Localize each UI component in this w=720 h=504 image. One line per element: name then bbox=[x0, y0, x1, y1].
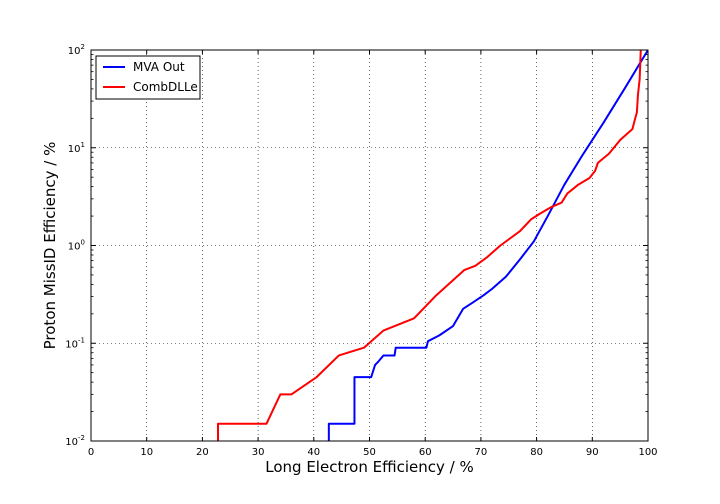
x-tick-label: 20 bbox=[196, 447, 209, 458]
x-tick-label: 30 bbox=[252, 447, 265, 458]
x-tick-label: 80 bbox=[530, 447, 543, 458]
x-tick-labels: 0 10 20 30 40 50 60 70 80 90 100 bbox=[88, 447, 658, 458]
y-tick-label: 102 bbox=[68, 43, 85, 57]
x-tick-label: 10 bbox=[140, 447, 153, 458]
y-axis-title: Proton MissID Efficiency / % bbox=[41, 142, 59, 350]
y-tick-labels: 10-2 10-1 100 101 102 bbox=[65, 43, 85, 448]
series-line-mva-out bbox=[327, 50, 648, 441]
x-tick-label: 50 bbox=[363, 447, 376, 458]
x-tick-label: 70 bbox=[475, 447, 488, 458]
legend: MVA Out CombDLLe bbox=[95, 55, 201, 100]
grid bbox=[91, 50, 648, 441]
legend-label-mva-out: MVA Out bbox=[133, 60, 185, 74]
y-tick-label: 10-1 bbox=[65, 336, 85, 350]
x-tick-label: 40 bbox=[307, 447, 320, 458]
x-tick-label: 60 bbox=[419, 447, 432, 458]
y-tick-label: 100 bbox=[68, 239, 85, 253]
x-tick-label: 90 bbox=[586, 447, 599, 458]
x-tick-label: 100 bbox=[638, 447, 657, 458]
x-tick-label: 0 bbox=[88, 447, 94, 458]
ticks bbox=[90, 49, 649, 442]
y-tick-label: 10-2 bbox=[65, 434, 85, 448]
legend-box bbox=[95, 55, 201, 100]
legend-label-combdlle: CombDLLe bbox=[133, 80, 198, 94]
series-line-combdlle bbox=[217, 50, 642, 441]
x-axis-title: Long Electron Efficiency / % bbox=[265, 458, 473, 476]
series-layer bbox=[217, 50, 648, 441]
y-tick-label: 101 bbox=[68, 141, 85, 155]
